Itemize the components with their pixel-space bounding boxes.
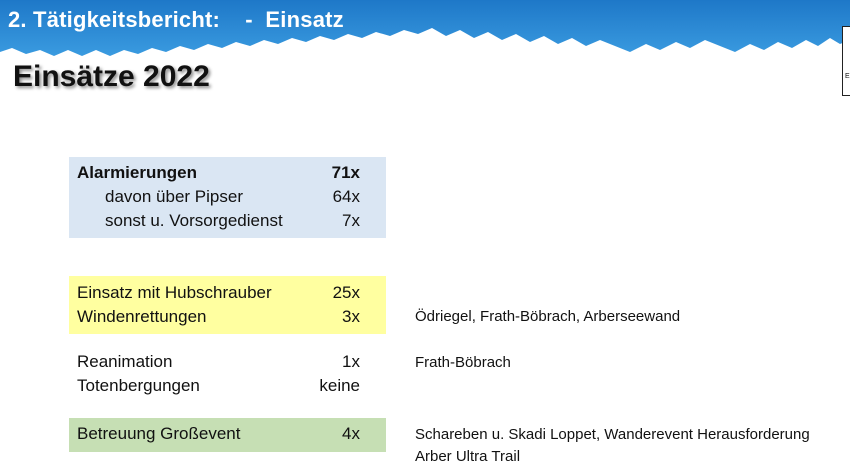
event-note-line1: Schareben u. Skadi Loppet, Wanderevent H… [415, 426, 810, 443]
row-label: davon über Pipser [105, 187, 243, 206]
slide-title: 2. Tätigkeitsbericht: - Einsatz [8, 7, 344, 32]
row-value: 1x [342, 352, 360, 371]
row-value: 25x [332, 283, 360, 302]
row-value: keine [319, 376, 360, 395]
row-value: 64x [332, 187, 360, 206]
event-note-line2: Arber Ultra Trail [415, 448, 521, 465]
row-label: Reanimation [77, 352, 173, 371]
row-label: Totenbergungen [77, 376, 200, 395]
row-label: sonst u. Vorsorgedienst [105, 211, 283, 230]
alarm-row-pager: davon über Pipser 64x [69, 187, 386, 211]
event-row: Betreuung Großevent 4x [69, 424, 386, 448]
heli-row-missions: Einsatz mit Hubschrauber 25x [69, 283, 386, 307]
row-label: Betreuung Großevent [77, 424, 241, 443]
reanimation-location-note: Frath-Böbrach [415, 354, 511, 371]
helicopter-block: Einsatz mit Hubschrauber 25x Windenrettu… [69, 276, 386, 334]
row-value: 3x [342, 307, 360, 326]
alarm-row-other: sonst u. Vorsorgedienst 7x [69, 211, 386, 235]
row-value: 4x [342, 424, 360, 443]
row-value: 7x [342, 211, 360, 230]
header-banner [0, 0, 850, 56]
heli-row-winch: Windenrettungen 3x [69, 307, 386, 331]
alarm-block: Alarmierungen 71x davon über Pipser 64x … [69, 157, 386, 238]
mountain-silhouette [0, 0, 850, 56]
row-label: Windenrettungen [77, 307, 207, 326]
medical-row-reanimation: Reanimation 1x [69, 352, 386, 376]
page-heading: Einsätze 2022 [13, 60, 210, 93]
alarm-row-total: Alarmierungen 71x [69, 163, 386, 187]
winch-locations-note: Ödriegel, Frath-Böbrach, Arberseewand [415, 308, 681, 325]
event-block: Betreuung Großevent 4x [69, 418, 386, 452]
row-label: Einsatz mit Hubschrauber [77, 283, 272, 302]
row-value: 71x [331, 163, 360, 182]
medical-row-recoveries: Totenbergungen keine [69, 376, 386, 400]
row-label: Alarmierungen [77, 163, 197, 182]
medical-block: Reanimation 1x Totenbergungen keine [69, 347, 386, 399]
corner-logo: E [842, 26, 850, 96]
